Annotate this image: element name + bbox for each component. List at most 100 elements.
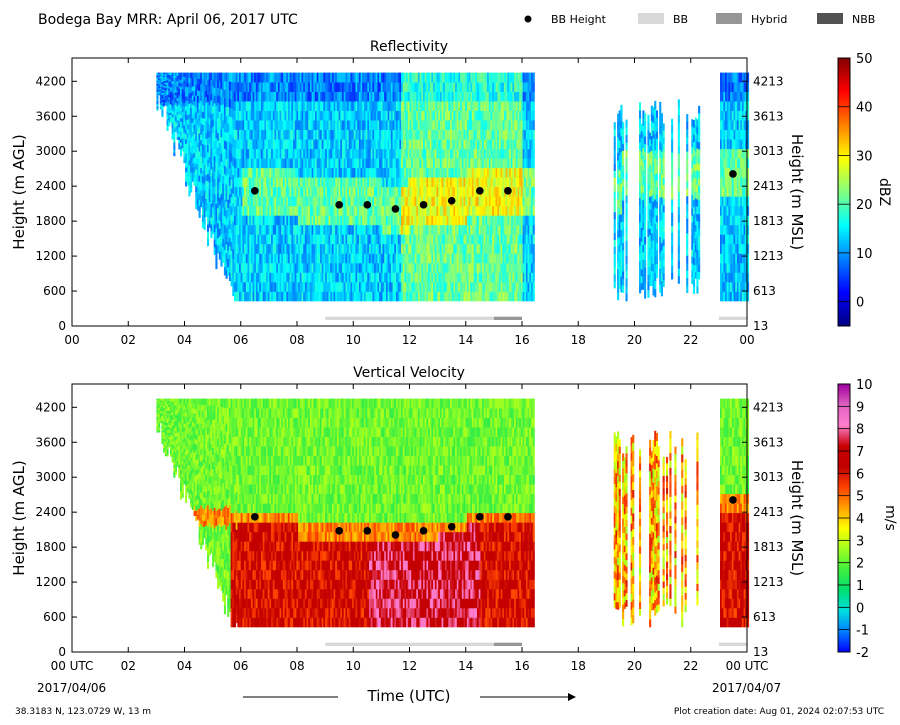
echo-cell — [392, 196, 395, 207]
echo-cell — [220, 209, 223, 219]
echo-cell — [232, 286, 235, 296]
echo-cell — [234, 139, 237, 150]
echo-cell — [261, 72, 264, 83]
echo-cell — [196, 89, 199, 96]
echo-cell — [416, 272, 419, 283]
echo-cell — [166, 96, 169, 100]
echo-cell — [230, 134, 233, 145]
echo-cell — [357, 291, 360, 302]
echo-cell — [379, 139, 382, 150]
echo-cell — [254, 167, 257, 178]
echo-cell — [220, 201, 223, 211]
echo-cell — [217, 162, 220, 171]
echo-cell — [257, 272, 260, 283]
echo-cell — [279, 281, 282, 292]
echo-cell — [239, 215, 242, 226]
echo-cell — [365, 72, 368, 83]
echo-cell — [394, 196, 397, 207]
echo-cell — [173, 135, 176, 139]
echo-cell — [318, 167, 321, 178]
echo-cell — [320, 101, 323, 111]
echo-cell — [384, 215, 387, 226]
echo-cell — [434, 262, 437, 273]
echo-cell — [419, 82, 422, 92]
echo-cell — [335, 101, 338, 111]
echo-cell — [223, 241, 226, 251]
echo-cell — [394, 148, 397, 159]
echo-cell — [279, 186, 282, 197]
echo-cell — [159, 98, 162, 101]
echo-cell — [212, 206, 215, 214]
echo-cell — [411, 196, 414, 207]
echo-cell — [227, 157, 230, 166]
echo-cell — [365, 243, 368, 254]
echo-cell — [353, 243, 356, 254]
echo-cell — [404, 281, 407, 292]
echo-cell — [200, 139, 203, 146]
echo-cell — [397, 186, 400, 197]
echo-cell — [313, 110, 316, 121]
echo-cell — [294, 186, 297, 197]
echo-cell — [313, 215, 316, 226]
echo-cell — [417, 186, 420, 197]
echo-cell — [372, 205, 375, 216]
echo-cell — [240, 224, 243, 235]
echo-cell — [370, 205, 373, 216]
echo-cell — [272, 262, 275, 273]
echo-cell — [234, 129, 237, 140]
echo-cell — [309, 110, 312, 121]
echo-cell — [380, 139, 383, 150]
echo-cell — [409, 82, 412, 92]
echo-cell — [180, 93, 183, 98]
echo-cell — [340, 196, 343, 207]
echo-cell — [419, 186, 422, 197]
echo-cell — [387, 205, 390, 216]
echo-cell — [392, 281, 395, 292]
echo-cell — [309, 196, 312, 207]
echo-cell — [245, 281, 248, 292]
echo-cell — [396, 291, 399, 302]
echo-cell — [237, 196, 240, 207]
echo-cell — [396, 82, 399, 92]
echo-cell — [176, 128, 179, 132]
echo-cell — [330, 139, 333, 150]
echo-cell — [161, 102, 164, 105]
echo-cell — [343, 82, 346, 92]
echo-cell — [392, 243, 395, 254]
echo-cell — [379, 177, 382, 188]
echo-cell — [325, 234, 328, 245]
echo-cell — [428, 120, 431, 130]
echo-cell — [377, 291, 380, 302]
echo-cell — [299, 82, 302, 92]
echo-cell — [414, 262, 417, 273]
echo-cell — [355, 186, 358, 197]
echo-cell — [274, 272, 277, 283]
echo-cell — [372, 129, 375, 140]
echo-cell — [377, 177, 380, 188]
echo-cell — [389, 196, 392, 207]
echo-cell — [304, 148, 307, 159]
echo-cell — [396, 281, 399, 292]
echo-cell — [342, 196, 345, 207]
echo-cell — [266, 291, 269, 302]
echo-cell — [328, 177, 331, 188]
echo-cell — [161, 74, 164, 77]
echo-cell — [358, 215, 361, 226]
echo-cell — [412, 82, 415, 92]
echo-cell — [298, 139, 301, 150]
echo-cell — [294, 234, 297, 245]
echo-cell — [269, 224, 272, 235]
echo-cell — [363, 196, 366, 207]
echo-cell — [282, 72, 285, 83]
echo-cell — [345, 243, 348, 254]
echo-cell — [387, 91, 390, 102]
echo-cell — [254, 129, 257, 140]
echo-cell — [176, 94, 179, 99]
echo-cell — [215, 186, 218, 196]
echo-cell — [412, 129, 415, 140]
echo-cell — [347, 272, 350, 283]
echo-cell — [195, 112, 198, 119]
echo-cell — [232, 277, 235, 287]
echo-cell — [261, 262, 264, 273]
echo-cell — [340, 101, 343, 111]
